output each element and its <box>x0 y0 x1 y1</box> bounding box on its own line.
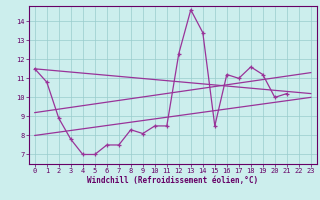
X-axis label: Windchill (Refroidissement éolien,°C): Windchill (Refroidissement éolien,°C) <box>87 176 258 185</box>
